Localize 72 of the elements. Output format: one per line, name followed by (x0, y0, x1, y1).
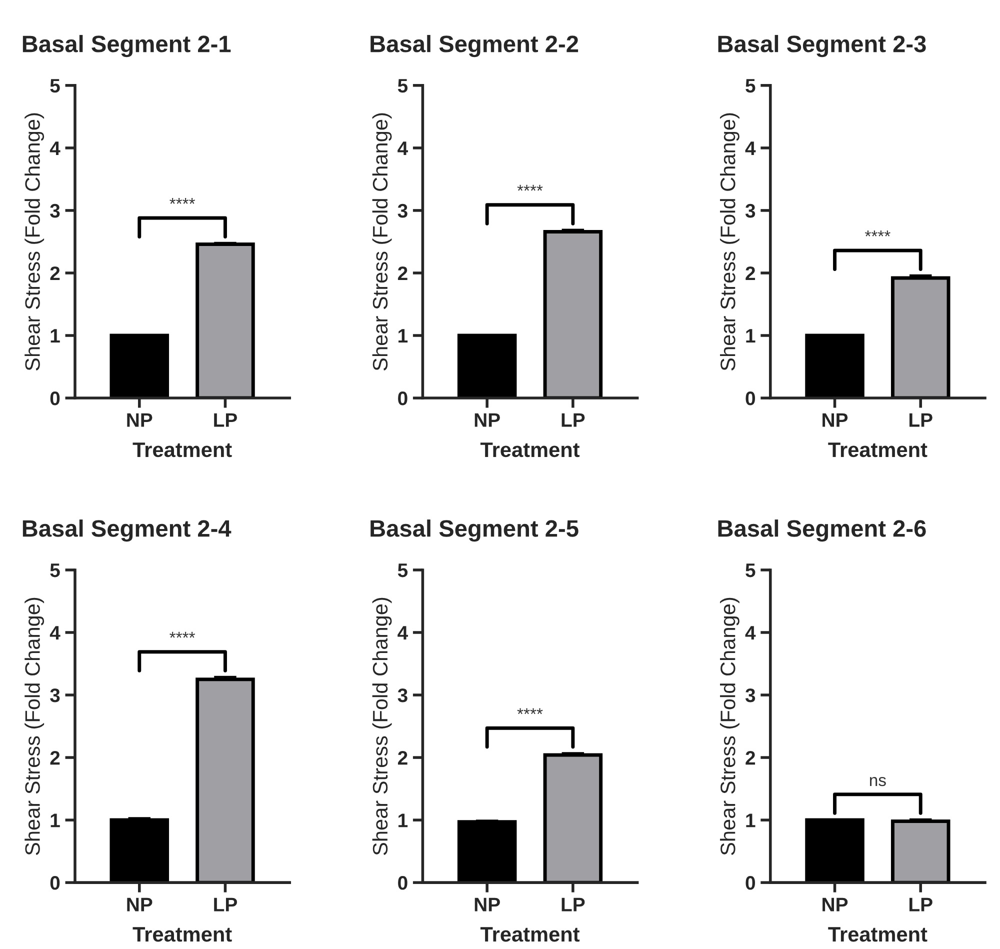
y-tick-label: 3 (745, 204, 756, 218)
annotation: **** (864, 230, 890, 236)
y-tick-label: 5 (746, 564, 756, 578)
annotation: **** (517, 184, 543, 191)
y-axis-title: Shear Stress (Fold Change) (720, 113, 740, 370)
x-axis-title: Treatment (132, 442, 232, 458)
x-tick-label: LP (909, 898, 932, 912)
chart-title: Basal Segment 2-5 (370, 520, 578, 542)
annotation: **** (170, 632, 196, 638)
y-tick-label: 3 (398, 688, 408, 702)
y-tick-label: 2 (50, 750, 60, 765)
x-tick-label: LP (214, 898, 237, 912)
x-tick-label: NP (474, 898, 500, 912)
y-tick-label: 0 (746, 391, 755, 406)
x-tick-label: LP (562, 898, 585, 912)
y-tick-label: 4 (745, 142, 756, 155)
y-tick-label: 0 (398, 876, 408, 890)
x-axis-title: Treatment (480, 927, 580, 942)
y-tick-label: 1 (50, 814, 60, 828)
x-tick-label: NP (127, 898, 152, 912)
y-tick-label: 2 (398, 750, 408, 765)
y-axis-title: Shear Stress (Fold Change) (372, 598, 392, 855)
y-tick-label: 2 (746, 266, 756, 280)
y-tick-label: 5 (398, 564, 408, 578)
y-tick-label: 3 (398, 204, 408, 218)
x-axis-title: Treatment (132, 927, 232, 942)
y-tick-label: 2 (398, 266, 408, 280)
y-tick-label: 1 (746, 329, 756, 343)
y-tick-label: 5 (50, 79, 60, 93)
y-tick-label: 1 (746, 814, 756, 828)
y-tick-label: 2 (50, 266, 60, 280)
y-axis-title: Shear Stress (Fold Change) (24, 598, 44, 855)
annotation: **** (517, 708, 543, 714)
y-tick-label: 0 (398, 391, 408, 406)
y-axis-title: Shear Stress (Fold Change) (372, 113, 392, 370)
y-axis-title: Shear Stress (Fold Change) (720, 598, 740, 855)
y-tick-label: 2 (746, 750, 756, 765)
y-tick-label: 1 (398, 329, 408, 343)
chart-title: Basal Segment 2-1 (22, 34, 231, 58)
y-tick-label: 0 (50, 391, 60, 406)
chart-title: Basal Segment 2-2 (370, 34, 578, 58)
y-tick-label: 5 (50, 564, 60, 578)
chart-title: Basal Segment 2-4 (22, 520, 232, 542)
annotation: ns (870, 776, 886, 786)
y-tick-label: 1 (50, 329, 60, 343)
x-axis-title: Treatment (828, 927, 928, 942)
chart-title: Basal Segment 2-3 (718, 34, 926, 58)
y-tick-label: 5 (746, 79, 756, 93)
y-tick-label: 4 (398, 142, 408, 155)
annotation: **** (170, 198, 196, 204)
y-tick-label: 3 (745, 688, 756, 702)
y-tick-label: 5 (398, 79, 408, 93)
y-tick-label: 3 (50, 204, 60, 218)
y-tick-label: 0 (746, 876, 755, 890)
x-tick-label: NP (474, 413, 500, 427)
y-tick-label: 4 (50, 142, 60, 155)
y-tick-label: 0 (50, 876, 60, 890)
x-tick-label: NP (822, 413, 848, 427)
x-axis-title: Treatment (828, 442, 928, 458)
y-tick-label: 4 (745, 626, 756, 640)
y-axis-title: Shear Stress (Fold Change) (24, 113, 44, 370)
chart-title: Basal Segment 2-6 (718, 520, 926, 542)
x-tick-label: LP (562, 413, 585, 427)
y-tick-label: 4 (398, 626, 408, 640)
y-tick-label: 3 (50, 688, 60, 702)
x-tick-label: LP (909, 413, 932, 427)
y-tick-label: 1 (398, 814, 408, 828)
x-tick-label: NP (822, 898, 848, 912)
x-axis-title: Treatment (480, 442, 580, 458)
y-tick-label: 4 (50, 626, 60, 640)
x-tick-label: NP (127, 413, 152, 427)
x-tick-label: LP (214, 413, 237, 427)
